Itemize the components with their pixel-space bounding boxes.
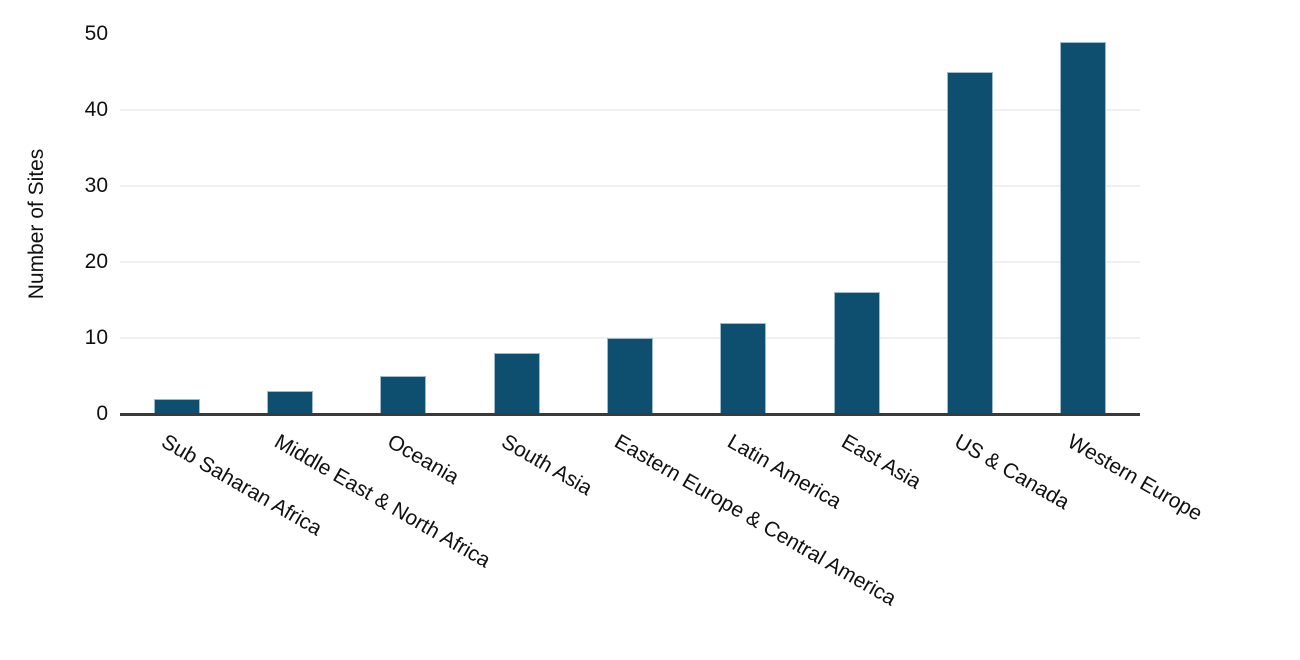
bar-4 bbox=[607, 338, 653, 414]
y-tick-label-20: 20 bbox=[84, 250, 108, 273]
bar-6 bbox=[833, 292, 880, 414]
y-tick-label-10: 10 bbox=[84, 326, 108, 349]
y-tick-label-0: 0 bbox=[96, 402, 108, 425]
x-tick-label-7: US & Canada bbox=[950, 430, 1074, 515]
bar-5 bbox=[720, 322, 767, 414]
y-tick-label-50: 50 bbox=[84, 22, 108, 45]
x-tick-label-2: Oceania bbox=[383, 430, 464, 490]
bar-3 bbox=[493, 353, 540, 414]
bar-7 bbox=[947, 72, 993, 414]
x-tick-label-8: Western Europe bbox=[1063, 430, 1207, 526]
bar-8 bbox=[1060, 41, 1107, 414]
x-axis-line bbox=[120, 413, 1140, 416]
y-tick-label-30: 30 bbox=[84, 174, 108, 197]
bar-2 bbox=[380, 376, 427, 414]
x-tick-label-6: East Asia bbox=[837, 430, 925, 494]
y-axis-title: Number of Sites bbox=[25, 148, 48, 300]
gridline-y-40 bbox=[120, 109, 1140, 111]
bar-1 bbox=[267, 391, 313, 414]
bar-0 bbox=[153, 398, 200, 414]
x-tick-label-3: South Asia bbox=[497, 430, 596, 501]
y-tick-label-40: 40 bbox=[84, 98, 108, 121]
gridline-y-30 bbox=[120, 185, 1140, 187]
gridline-y-20 bbox=[120, 261, 1140, 263]
x-tick-label-1: Middle East & North Africa bbox=[270, 430, 495, 573]
